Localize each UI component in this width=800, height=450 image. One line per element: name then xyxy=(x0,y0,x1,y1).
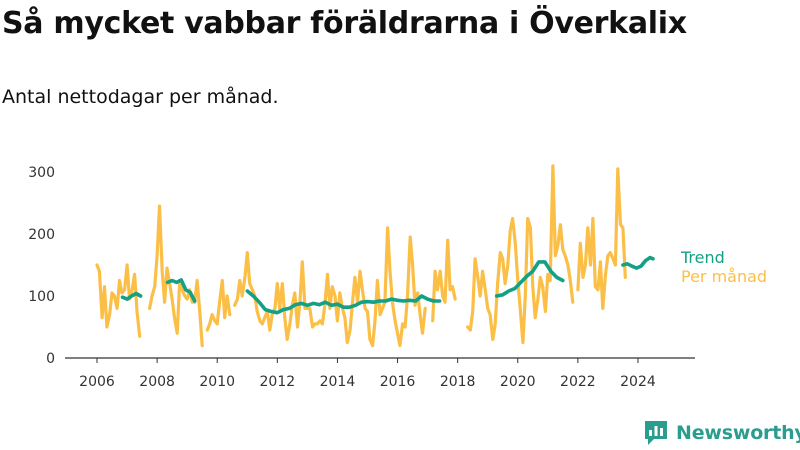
series-group xyxy=(95,164,655,348)
x-tick-label: 2016 xyxy=(380,374,416,390)
x-axis: 2006 2008 2010 2012 2014 2016 2018 2020 2022 2024 xyxy=(65,357,695,390)
series-line-per-manad xyxy=(576,167,627,310)
series-line-trend xyxy=(494,260,565,298)
series-line-per-manad xyxy=(95,263,142,338)
x-tick-label: 2022 xyxy=(560,374,596,390)
x-tick-label: 2018 xyxy=(440,374,476,390)
y-axis: 0 100 200 300 xyxy=(28,165,55,367)
x-tick-label: 2006 xyxy=(79,374,115,390)
series-line-trend xyxy=(245,289,442,315)
y-tick-label: 300 xyxy=(28,165,55,181)
series-line-per-manad xyxy=(233,226,427,348)
x-tick-label: 2008 xyxy=(139,374,175,390)
newsworthy-logo-icon xyxy=(645,421,667,445)
series-line-per-manad xyxy=(466,164,575,345)
x-tick-label: 2010 xyxy=(199,374,235,390)
series-line-trend xyxy=(621,255,655,270)
y-tick-label: 100 xyxy=(28,289,55,305)
newsworthy-logo-text: Newsworthy xyxy=(676,422,800,444)
series-line-per-manad xyxy=(148,204,204,348)
x-tick-label: 2012 xyxy=(260,374,296,390)
series-line-trend xyxy=(165,278,197,303)
x-tick-label: 2014 xyxy=(320,374,356,390)
series-line-per-manad xyxy=(431,238,457,323)
y-tick-label: 200 xyxy=(28,227,55,243)
chart-subtitle: Antal nettodagar per månad. xyxy=(2,86,279,108)
newsworthy-logo: Newsworthy xyxy=(644,420,800,446)
legend-label-per-manad: Per månad xyxy=(681,267,767,286)
legend-label-trend: Trend xyxy=(680,248,725,267)
series-line-per-manad xyxy=(205,278,232,332)
y-tick-label: 0 xyxy=(46,351,55,367)
chart-title: Så mycket vabbar föräldrarna i Överkalix xyxy=(2,6,687,41)
series-line-trend xyxy=(120,291,143,301)
x-tick-label: 2024 xyxy=(620,374,656,390)
x-tick-label: 2020 xyxy=(500,374,536,390)
